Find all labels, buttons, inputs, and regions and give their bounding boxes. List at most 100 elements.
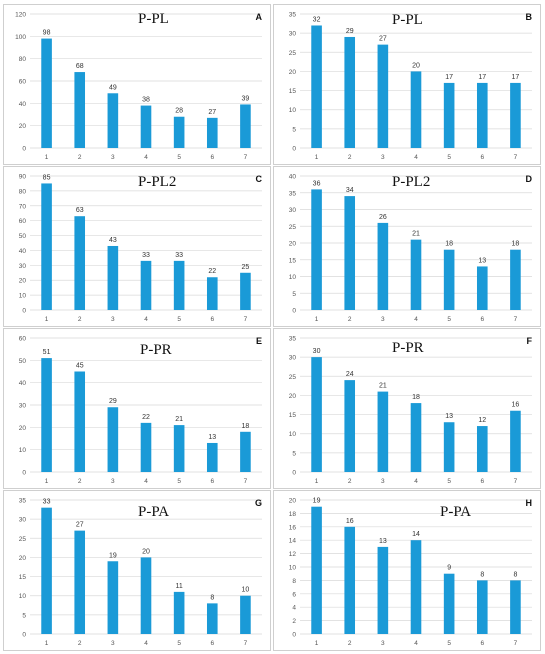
x-tick-label: 7 <box>514 154 518 161</box>
panel-letter: E <box>255 336 262 346</box>
y-tick-label: 20 <box>289 498 297 505</box>
y-tick-label: 30 <box>19 517 27 524</box>
bar <box>206 117 218 148</box>
y-tick-label: 4 <box>292 605 296 612</box>
data-label: 38 <box>142 97 150 104</box>
bar <box>377 44 389 148</box>
y-tick-label: 12 <box>289 551 297 558</box>
bar <box>140 422 152 472</box>
x-tick-label: 1 <box>45 154 49 161</box>
bar <box>377 546 389 634</box>
y-tick-label: 5 <box>22 612 26 619</box>
bar <box>410 540 422 634</box>
y-tick-label: 60 <box>19 218 27 225</box>
y-tick-label: 15 <box>19 574 27 581</box>
bar-chart-b: 0 5 10 15 20 25 30 35 32 1 29 2 27 3 20 4 17 5 17 6 17 7 <box>289 12 532 161</box>
bar <box>344 36 356 148</box>
x-tick-label: 1 <box>45 478 49 485</box>
bar <box>344 196 356 310</box>
x-tick-label: 6 <box>480 154 484 161</box>
bar <box>140 260 152 310</box>
y-tick-label: 80 <box>19 56 27 63</box>
chart-panel-b: 0 5 10 15 20 25 30 35 32 1 29 2 27 3 20 4 17 5 17 6 17 7 P-PL B <box>273 4 541 165</box>
data-label: 51 <box>43 349 51 356</box>
y-tick-label: 40 <box>19 248 27 255</box>
bar-chart-e: 0 10 20 30 40 50 60 51 1 45 2 29 3 22 4 21 5 13 6 18 7 <box>19 336 262 485</box>
y-tick-label: 5 <box>292 450 296 457</box>
y-tick-label: 60 <box>19 79 27 86</box>
bar <box>173 116 185 148</box>
bar <box>443 82 455 148</box>
data-label: 29 <box>346 28 354 35</box>
data-label: 20 <box>412 62 420 69</box>
x-tick-label: 4 <box>414 316 418 323</box>
bar <box>240 431 251 472</box>
y-tick-label: 10 <box>19 293 27 300</box>
x-tick-label: 6 <box>480 316 484 323</box>
bar <box>476 426 488 472</box>
bar <box>107 561 119 634</box>
y-tick-label: 20 <box>289 241 297 248</box>
data-label: 68 <box>76 63 84 70</box>
bar <box>410 71 422 148</box>
bar-chart-g: 0 5 10 15 20 25 30 35 33 1 27 2 19 3 20 4 11 5 8 6 10 7 <box>19 498 262 647</box>
x-tick-label: 2 <box>78 154 82 161</box>
chart-title: P-PL2 <box>138 174 177 190</box>
x-tick-label: 4 <box>144 316 148 323</box>
bar <box>140 557 152 634</box>
data-label: 13 <box>478 257 486 264</box>
y-tick-label: 20 <box>19 278 27 285</box>
bar-chart-f: 0 5 10 15 20 25 30 35 30 1 24 2 21 3 18 4 13 5 12 6 16 7 <box>289 336 532 485</box>
x-tick-label: 1 <box>315 478 319 485</box>
bar <box>510 82 521 148</box>
data-label: 21 <box>412 231 420 238</box>
y-tick-label: 0 <box>292 308 296 315</box>
bar <box>107 245 119 310</box>
y-tick-label: 10 <box>289 274 297 281</box>
data-label: 32 <box>313 16 321 23</box>
x-tick-label: 5 <box>177 316 181 323</box>
bar <box>41 358 52 472</box>
chart-panel-c: 0 10 20 30 40 50 60 70 80 90 85 1 63 2 43 3 33 4 33 5 22 6 25 7… <box>3 166 271 327</box>
x-tick-label: 6 <box>210 640 214 647</box>
data-label: 13 <box>379 538 387 545</box>
y-tick-label: 50 <box>19 358 27 365</box>
x-tick-label: 4 <box>414 478 418 485</box>
data-label: 17 <box>512 74 520 81</box>
bar <box>476 580 488 634</box>
x-tick-label: 2 <box>348 478 352 485</box>
x-tick-label: 6 <box>210 154 214 161</box>
data-label: 49 <box>109 84 117 91</box>
y-tick-label: 6 <box>292 591 296 598</box>
data-label: 14 <box>412 531 420 538</box>
x-tick-label: 3 <box>381 640 385 647</box>
y-tick-label: 15 <box>289 257 297 264</box>
y-tick-label: 10 <box>19 447 27 454</box>
data-label: 98 <box>43 30 51 37</box>
y-tick-label: 35 <box>289 190 297 197</box>
y-tick-label: 5 <box>292 126 296 133</box>
data-label: 63 <box>76 207 84 214</box>
bar <box>107 407 119 472</box>
x-tick-label: 1 <box>315 316 319 323</box>
y-tick-label: 20 <box>289 393 297 400</box>
y-tick-label: 25 <box>289 224 297 231</box>
bar <box>240 272 251 310</box>
bar-chart-h: 0 2 4 6 8 10 12 14 16 18 20 19 1 16 2 13 3 14 4 9 5 8 6 8 7 <box>289 498 532 647</box>
y-tick-label: 0 <box>292 470 296 477</box>
x-tick-label: 5 <box>447 154 451 161</box>
y-tick-label: 120 <box>15 12 26 19</box>
y-tick-label: 0 <box>292 632 296 639</box>
bar <box>443 573 455 634</box>
data-label: 9 <box>447 565 451 572</box>
x-tick-label: 1 <box>45 316 49 323</box>
chart-title: P-PR <box>392 340 424 356</box>
data-label: 21 <box>379 383 387 390</box>
data-label: 8 <box>513 571 517 578</box>
y-tick-label: 5 <box>292 291 296 298</box>
x-tick-label: 7 <box>244 640 248 647</box>
data-label: 27 <box>76 522 84 529</box>
data-label: 8 <box>480 571 484 578</box>
bar <box>206 442 218 472</box>
bar <box>344 526 356 634</box>
